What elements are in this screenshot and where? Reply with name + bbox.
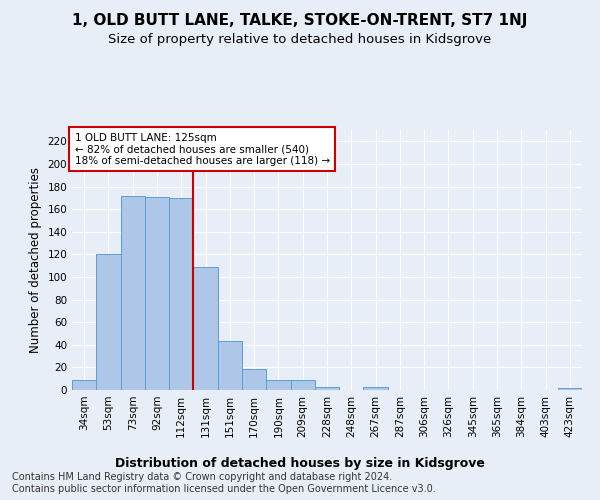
Bar xyxy=(218,342,242,390)
Bar xyxy=(290,380,315,390)
Bar xyxy=(558,388,582,390)
Bar xyxy=(364,386,388,390)
Text: Distribution of detached houses by size in Kidsgrove: Distribution of detached houses by size … xyxy=(115,458,485,470)
Bar xyxy=(72,380,96,390)
Text: 1, OLD BUTT LANE, TALKE, STOKE-ON-TRENT, ST7 1NJ: 1, OLD BUTT LANE, TALKE, STOKE-ON-TRENT,… xyxy=(73,12,527,28)
Bar xyxy=(121,196,145,390)
Bar xyxy=(266,380,290,390)
Y-axis label: Number of detached properties: Number of detached properties xyxy=(29,167,42,353)
Bar xyxy=(315,386,339,390)
Bar xyxy=(193,267,218,390)
Text: Size of property relative to detached houses in Kidsgrove: Size of property relative to detached ho… xyxy=(109,32,491,46)
Bar xyxy=(145,196,169,390)
Bar xyxy=(169,198,193,390)
Bar xyxy=(96,254,121,390)
Bar xyxy=(242,368,266,390)
Text: Contains HM Land Registry data © Crown copyright and database right 2024.
Contai: Contains HM Land Registry data © Crown c… xyxy=(12,472,436,494)
Text: 1 OLD BUTT LANE: 125sqm
← 82% of detached houses are smaller (540)
18% of semi-d: 1 OLD BUTT LANE: 125sqm ← 82% of detache… xyxy=(74,132,329,166)
